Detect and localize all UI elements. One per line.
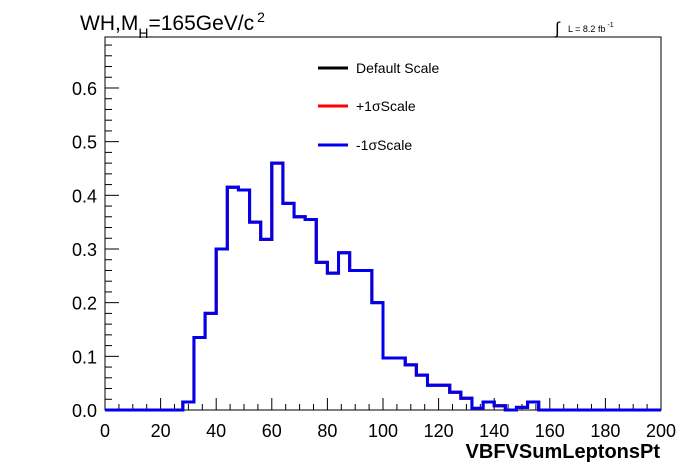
y-tick-label: 0.1 <box>72 347 97 367</box>
x-tick-label: 80 <box>317 421 337 441</box>
x-tick-label: 120 <box>424 421 454 441</box>
chart-title: WH,MH=165GeV/c 2 <box>80 9 265 41</box>
x-tick-label: 0 <box>100 421 110 441</box>
x-tick-label: 100 <box>368 421 398 441</box>
luminosity-superscript: -1 <box>607 22 613 29</box>
legend: Default Scale +1σScale -1σScale <box>318 60 439 153</box>
series-line-1 <box>105 161 661 412</box>
x-tick-label: 20 <box>151 421 171 441</box>
x-tick-label: 60 <box>262 421 282 441</box>
y-tick-label: 0.3 <box>72 240 97 260</box>
series-line-0 <box>105 161 661 412</box>
y-tick-label: 0.4 <box>72 186 97 206</box>
legend-label-plus: +1σScale <box>356 98 416 114</box>
integral-symbol: ∫ <box>554 19 561 38</box>
y-tick-label: 0.2 <box>72 294 97 314</box>
title-prefix: WH,M <box>80 12 138 35</box>
x-tick-label: 140 <box>479 421 509 441</box>
luminosity-label: L = 8.2 fb -1 <box>568 22 614 34</box>
x-tick-label: 40 <box>206 421 226 441</box>
series-layer <box>105 161 661 412</box>
y-tick-label: 0.5 <box>72 133 97 153</box>
legend-label-default: Default Scale <box>356 60 439 76</box>
luminosity-text: L = 8.2 fb <box>568 24 605 34</box>
title-suffix: =165GeV/c <box>148 12 254 35</box>
y-tick-label: 0.6 <box>72 79 97 99</box>
title-superscript: 2 <box>257 9 265 25</box>
y-tick-label: 0.0 <box>72 401 97 421</box>
x-tick-label: 180 <box>590 421 620 441</box>
x-tick-label: 200 <box>646 421 676 441</box>
axis-ticks <box>104 44 662 411</box>
series-line-2 <box>105 161 661 412</box>
title-subscript: H <box>138 25 148 41</box>
x-tick-label: 160 <box>535 421 565 441</box>
x-axis-label: VBFVSumLeptonsPt <box>466 441 661 463</box>
axis-tick-labels: 0 20 40 60 80 100 120 140 160 180 200 0.0 0.1 0.2 0.3 0… <box>72 79 676 441</box>
legend-label-minus: -1σScale <box>356 137 412 153</box>
